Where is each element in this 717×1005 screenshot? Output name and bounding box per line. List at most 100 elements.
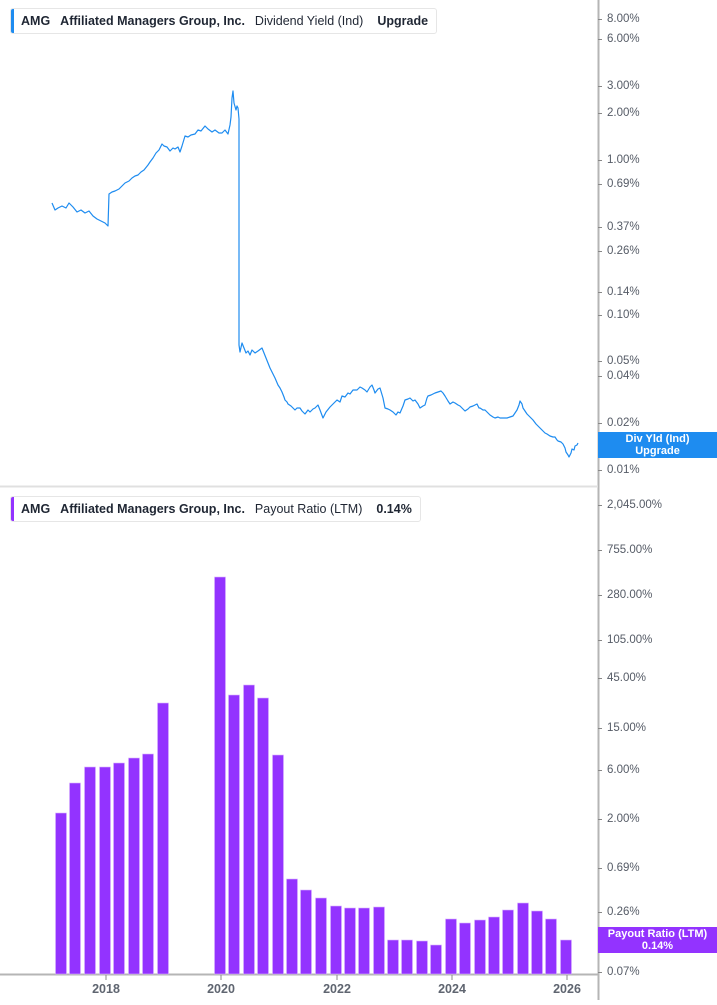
tag-value: Upgrade [635, 445, 680, 457]
y-tick-label: 15.00% [607, 722, 647, 734]
y-tick-label: 280.00% [607, 589, 653, 601]
payout-bar[interactable] [401, 939, 413, 975]
payout-bar[interactable] [459, 922, 471, 975]
y-tick-mark [598, 160, 602, 161]
metric-value: 0.14% [376, 502, 412, 516]
tag-title: Payout Ratio (LTM) [607, 928, 708, 940]
y-tick-mark [598, 770, 602, 771]
y-tick-label: 0.02% [607, 417, 640, 429]
y-tick-label: 0.05% [607, 355, 640, 367]
div-yield-tag: Div Yld (Ind) Upgrade [598, 432, 717, 458]
y-tick-label: 1.00% [607, 154, 640, 166]
payout-bar[interactable] [55, 812, 67, 975]
payout-bar[interactable] [416, 940, 428, 975]
payout-bar[interactable] [272, 754, 284, 975]
y-tick-mark [598, 361, 602, 362]
y-tick-mark [598, 470, 602, 471]
payout-bar[interactable] [344, 907, 356, 975]
y-tick-label: 2.00% [607, 813, 640, 825]
x-tick-marks [105, 975, 568, 980]
payout-bar[interactable] [387, 939, 399, 975]
y-tick-mark [598, 292, 602, 293]
payout-ratio-tag: Payout Ratio (LTM) 0.14% [598, 927, 717, 953]
payout-bar[interactable] [257, 697, 269, 975]
payout-bar[interactable] [128, 757, 140, 975]
y-tick-label: 105.00% [607, 634, 653, 646]
y-tick-label: 2,045.00% [607, 499, 662, 511]
payout-bar[interactable] [243, 684, 255, 975]
payout-bar[interactable] [474, 919, 486, 975]
y-tick-label: 3.00% [607, 80, 640, 92]
payout-bar[interactable] [157, 702, 169, 975]
payout-bar[interactable] [531, 910, 543, 975]
x-tick-label: 2018 [92, 982, 120, 996]
y-tick-mark [598, 550, 602, 551]
y-tick-label: 0.07% [607, 966, 640, 978]
y-tick-mark [598, 640, 602, 641]
metric-label: Dividend Yield (Ind) [254, 14, 364, 28]
payout-bar[interactable] [99, 766, 111, 975]
x-tick-label: 2026 [553, 982, 581, 996]
y-tick-mark [598, 376, 602, 377]
series-color-stripe [11, 9, 14, 33]
company-label: Affiliated Managers Group, Inc. [60, 502, 245, 516]
y-tick-mark [598, 728, 602, 729]
payout-bar[interactable] [142, 753, 154, 975]
payout-bar[interactable] [502, 909, 514, 975]
payout-bar[interactable] [84, 766, 96, 975]
y-tick-label: 6.00% [607, 33, 640, 45]
y-tick-label: 0.37% [607, 221, 640, 233]
y-tick-label: 0.01% [607, 464, 640, 476]
y-tick-label: 45.00% [607, 672, 647, 684]
y-tick-label: 6.00% [607, 764, 640, 776]
y-tick-mark [598, 972, 602, 973]
bottom-legend: AMG Affiliated Managers Group, Inc. Payo… [10, 496, 421, 522]
top-legend: AMG Affiliated Managers Group, Inc. Divi… [10, 8, 438, 34]
dividend-yield-line [51, 90, 579, 458]
y-tick-mark [598, 251, 602, 252]
y-tick-label: 0.10% [607, 309, 640, 321]
payout-bar[interactable] [488, 916, 500, 975]
payout-bar[interactable] [69, 782, 81, 975]
y-tick-mark [598, 315, 602, 316]
tag-value: 0.14% [641, 940, 674, 952]
payout-bar[interactable] [214, 576, 226, 975]
payout-bar[interactable] [373, 906, 385, 975]
y-tick-mark [598, 505, 602, 506]
payout-bar[interactable] [430, 944, 442, 975]
ticker-label: AMG [21, 14, 51, 28]
y-tick-mark [598, 912, 602, 913]
y-tick-label: 755.00% [607, 544, 653, 556]
payout-bar[interactable] [113, 762, 125, 975]
series-color-stripe [11, 497, 14, 521]
y-tick-label: 0.26% [607, 245, 640, 257]
upgrade-link[interactable]: Upgrade [377, 14, 429, 28]
payout-bar[interactable] [330, 905, 342, 975]
y-tick-mark [598, 678, 602, 679]
metric-label: Payout Ratio (LTM) [254, 502, 363, 516]
x-tick-label: 2022 [323, 982, 351, 996]
y-tick-label: 8.00% [607, 13, 640, 25]
y-tick-mark [598, 595, 602, 596]
y-tick-label: 0.14% [607, 286, 640, 298]
x-tick-label: 2020 [207, 982, 235, 996]
payout-bar[interactable] [358, 907, 370, 975]
y-tick-mark [598, 423, 602, 424]
x-tick-label: 2024 [438, 982, 466, 996]
ticker-label: AMG [21, 502, 51, 516]
y-tick-label: 0.04% [607, 370, 640, 382]
payout-bar[interactable] [445, 918, 457, 975]
payout-bar[interactable] [315, 897, 327, 975]
y-tick-mark [598, 184, 602, 185]
y-tick-mark [598, 819, 602, 820]
y-tick-mark [598, 227, 602, 228]
payout-bar[interactable] [560, 939, 572, 975]
payout-bar[interactable] [286, 878, 298, 975]
payout-bar[interactable] [545, 918, 557, 975]
payout-bar[interactable] [228, 694, 240, 975]
tag-title: Div Yld (Ind) [625, 433, 690, 445]
payout-bar[interactable] [517, 902, 529, 975]
payout-bar[interactable] [300, 889, 312, 975]
payout-ratio-bars [55, 576, 572, 975]
